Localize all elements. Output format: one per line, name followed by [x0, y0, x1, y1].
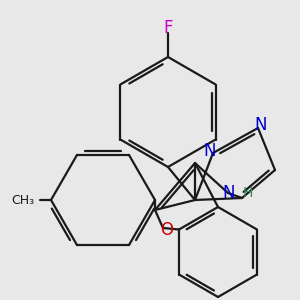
- Text: CH₃: CH₃: [11, 194, 35, 206]
- Text: O: O: [160, 221, 173, 239]
- Text: N: N: [254, 116, 267, 134]
- Text: N: N: [223, 184, 235, 202]
- Text: F: F: [163, 19, 173, 37]
- Text: H: H: [242, 186, 253, 200]
- Text: N: N: [204, 142, 216, 160]
